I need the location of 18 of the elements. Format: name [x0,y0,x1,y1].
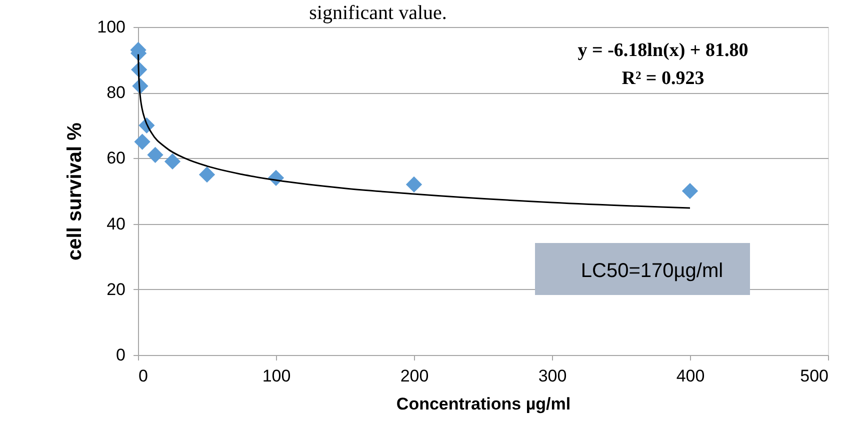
y-tick-label: 80 [106,83,126,102]
y-tick-label: 40 [106,214,126,234]
x-tick-label: 0 [138,366,148,386]
annotation: y = -6.18ln(x) + 81.80 [578,40,748,61]
y-tick-label: 60 [106,148,126,168]
y-axis-title: cell survival % [64,122,86,260]
y-tick-label: 20 [106,280,126,299]
x-axis-title: Concentrations µg/ml [396,394,571,414]
x-tick-label: 100 [262,366,291,386]
annotation: LC50=170µg/ml [580,260,724,282]
x-tick-label: 300 [538,366,567,386]
y-tick-label: 100 [97,18,126,36]
x-tick-label: 500 [800,366,828,386]
annotation: R² = 0.923 [622,68,704,89]
chart-title: significant value. [309,2,447,24]
x-tick-label: 400 [676,366,705,386]
x-tick-label: 200 [400,366,429,386]
y-tick-label: 0 [116,346,126,364]
